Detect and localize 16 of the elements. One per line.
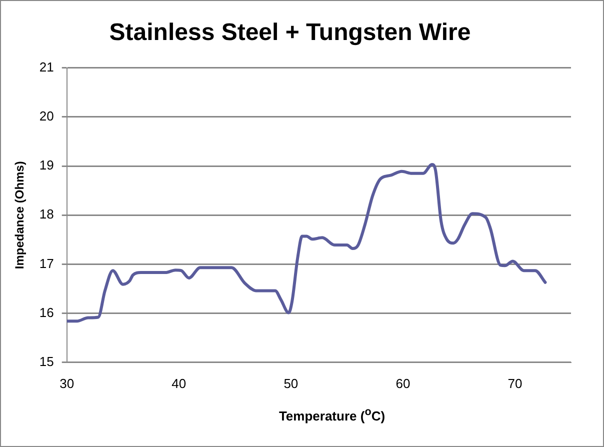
y-axis-title: Impedance (Ohms) bbox=[12, 161, 27, 270]
y-tick-label: 16 bbox=[39, 304, 54, 320]
y-tick-label: 17 bbox=[39, 256, 54, 271]
x-tick-label: 70 bbox=[508, 376, 522, 391]
x-axis-title: Temperature ($^{o}$C) bbox=[278, 406, 386, 424]
y-tick-label: 20 bbox=[39, 108, 54, 124]
x-tick-label: 30 bbox=[60, 376, 74, 391]
y-tick-label: 21 bbox=[39, 59, 54, 74]
y-tick-label: 18 bbox=[39, 206, 54, 222]
chart-title: Stainless Steel + Tungsten Wire bbox=[109, 19, 471, 46]
x-tick-label: 60 bbox=[396, 376, 410, 391]
x-tick-label: 40 bbox=[172, 376, 186, 391]
y-tick-label: 19 bbox=[39, 158, 54, 173]
line-series bbox=[66, 163, 547, 323]
x-tick-label: 50 bbox=[284, 376, 298, 391]
y-tick-label: 15 bbox=[39, 354, 54, 369]
